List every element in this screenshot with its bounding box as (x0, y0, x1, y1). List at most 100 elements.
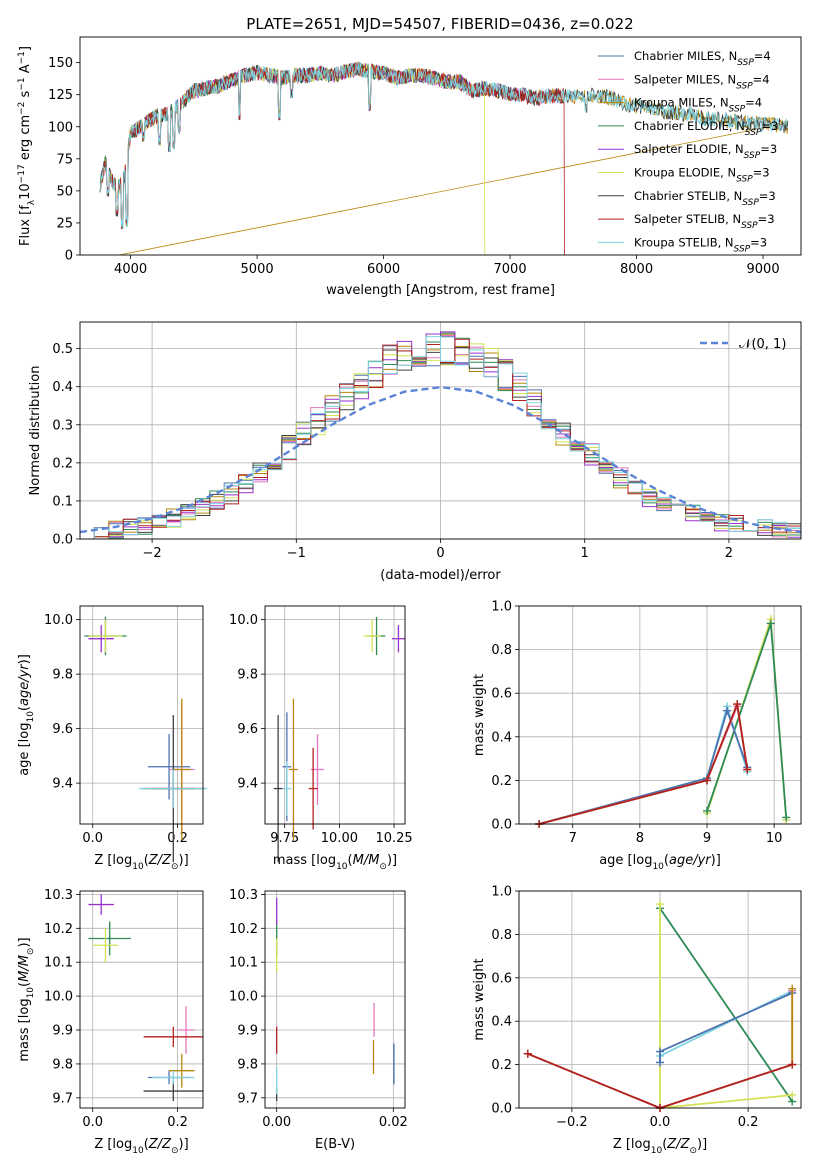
x-tick-label: 9000 (747, 262, 780, 277)
legend-label: 𝒩(0, 1) (739, 337, 786, 352)
x-tick-label: 0.02 (379, 1115, 408, 1130)
x-tick-label: −1 (287, 546, 306, 561)
x-tick-label: 0.2 (167, 831, 188, 846)
weight-line (659, 907, 793, 1103)
errorbar-point (147, 734, 191, 800)
spectrum-line-salpeter-stelib (99, 61, 565, 255)
y-tick-label: 0.4 (491, 1015, 512, 1030)
errorbar-point (177, 1006, 195, 1054)
x-tick-label: 8 (636, 831, 644, 846)
weight-marker (656, 1047, 664, 1056)
y-axis-label: Normed distribution (28, 366, 43, 496)
x-tick-label: 0.0 (650, 1115, 671, 1130)
y-tick-label: 100 (48, 120, 73, 135)
y-tick-label: 1.0 (491, 600, 512, 615)
y-tick-label: 75 (56, 152, 73, 167)
y-tick-label: 9.8 (237, 668, 258, 683)
x-axis-label: Z [log10(Z/Z⊙)] (94, 853, 188, 872)
y-tick-label: 150 (48, 56, 73, 71)
y-tick-label: 0.6 (491, 687, 512, 702)
y-tick-label: 9.8 (52, 1057, 73, 1072)
y-tick-label: 25 (56, 216, 73, 231)
y-tick-label: 9.6 (237, 722, 258, 737)
y-tick-label: 9.7 (237, 1091, 258, 1106)
legend-label: Salpeter MILES, NSSP=4 (634, 72, 770, 91)
y-tick-label: 0.5 (52, 342, 73, 357)
errorbar-point (308, 747, 318, 830)
y-tick-label: 0 (65, 249, 73, 264)
weight-marker (743, 765, 752, 774)
x-tick-label: −0.2 (556, 1115, 588, 1130)
normal-curve (80, 385, 801, 534)
axes-age_vs_mass: 9.75 10.00 10.25 9.4 9.6 9.8 10.0 mass [log10(M… (229, 605, 413, 872)
x-axis-label: E(B-V) (315, 1137, 355, 1152)
x-tick-label: 10.00 (321, 831, 358, 846)
y-tick-label: 0.3 (52, 418, 73, 433)
legend-label: Salpeter ELODIE, NSSP=3 (634, 142, 777, 161)
legend-label: Chabrier MILES, NSSP=4 (634, 49, 771, 68)
y-tick-label: 0.2 (491, 774, 512, 789)
y-tick-label: 0.4 (491, 730, 512, 745)
x-tick-label: 7000 (494, 262, 527, 277)
figure-title: PLATE=2651, MJD=54507, FIBERID=0436, z=0… (246, 15, 633, 33)
y-tick-label: 10.2 (229, 922, 258, 937)
y-axis-label: mass weight (472, 958, 487, 1040)
x-tick-label: 8000 (620, 262, 653, 277)
y-tick-label: 0.8 (491, 928, 512, 943)
y-tick-label: 0.0 (491, 818, 512, 833)
errorbar-point (282, 761, 292, 816)
legend-label: Kroupa MILES, NSSP=4 (634, 96, 762, 115)
axes-mass_vs_EBV: 0.00 0.02 9.7 9.8 9.9 10.0 10.1 10.2 10.3 E(B-V) (229, 888, 408, 1152)
legend-label: Chabrier STELIB, NSSP=3 (634, 189, 776, 208)
axes-weight_vs_age: 7 8 9 10 0.0 0.2 0.4 0.6 0.8 1.0 age [log10(age/yr… (472, 600, 802, 872)
x-tick-label: 9.75 (270, 831, 299, 846)
errorbar-point (363, 619, 381, 653)
errorbar-point (88, 619, 123, 653)
weight-line (538, 703, 749, 824)
errorbar-point (391, 625, 405, 653)
y-tick-label: 10.3 (229, 888, 258, 903)
y-tick-label: 9.4 (52, 777, 73, 792)
weight-line (538, 702, 749, 824)
errorbar-point (273, 715, 283, 863)
x-axis-label: age [log10(age/yr)] (599, 853, 721, 872)
weight-line (527, 1052, 793, 1108)
axes-frame (264, 890, 406, 1109)
y-axis-label: age [log10(age/yr)] (17, 654, 36, 776)
y-tick-label: 9.7 (52, 1091, 73, 1106)
y-tick-label: 10.0 (44, 613, 73, 628)
errorbar-point (88, 625, 114, 653)
weight-marker (788, 984, 797, 993)
axes-age_vs_Z: 0.0 0.2 9.4 9.6 9.8 10.0 Z [log10(Z/Z⊙)] age [l… (17, 605, 208, 872)
x-tick-label: 0.2 (738, 1115, 759, 1130)
axes-frame (79, 36, 802, 256)
y-tick-label: 9.4 (237, 777, 258, 792)
weight-marker (656, 1058, 664, 1067)
axes-frame (79, 321, 802, 540)
y-tick-label: 9.8 (237, 1057, 258, 1072)
x-tick-label: 0.0 (82, 831, 103, 846)
y-tick-label: 0.1 (52, 494, 73, 509)
y-tick-label: 50 (56, 184, 73, 199)
y-tick-label: 10.0 (44, 990, 73, 1005)
weight-line (538, 707, 749, 824)
y-tick-label: 0.4 (52, 380, 73, 395)
weight-line (538, 700, 749, 824)
errorbar-point (88, 894, 114, 915)
y-tick-label: 10.3 (44, 888, 73, 903)
errorbar-point (143, 1026, 203, 1047)
legend-label: Chabrier ELODIE, NSSP=3 (634, 119, 778, 138)
axes-spectrum: 4000 5000 6000 7000 8000 9000 0 25 50 75 100 125 150… (17, 36, 802, 298)
x-axis-label: Z [log10(Z/Z⊙)] (613, 1137, 707, 1156)
errorbar-point (88, 921, 131, 956)
y-tick-label: 10.0 (229, 613, 258, 628)
axes-weight_vs_Z: −0.2 0.0 0.2 0.0 0.2 0.4 0.6 0.8 1.0 Z [log10(Z/Z… (472, 885, 802, 1156)
y-tick-label: 0.0 (491, 1102, 512, 1117)
weight-marker (766, 619, 775, 628)
axes-frame (518, 890, 802, 1109)
x-tick-label: 5000 (241, 262, 274, 277)
errorbar-point (139, 769, 208, 808)
weight-marker (656, 900, 664, 909)
spectrum-line-kroupa-stelib (99, 62, 789, 229)
weight-marker (523, 1049, 532, 1058)
